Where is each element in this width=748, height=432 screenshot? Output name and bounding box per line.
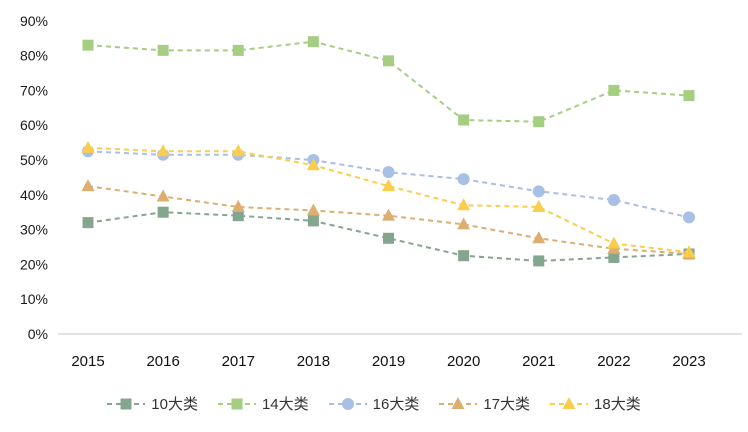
legend-item-label: 10大类: [151, 396, 198, 413]
x-axis-tick-label: 2019: [372, 353, 405, 370]
data-point-marker: [382, 208, 395, 221]
x-axis-tick-label: 2018: [297, 353, 330, 370]
x-axis-tick-label: 2016: [146, 353, 179, 370]
legend-item[interactable]: 17大类: [439, 393, 530, 414]
data-point-marker: [532, 199, 546, 212]
legend-item-label: 16大类: [372, 396, 420, 413]
series-line: [87, 40, 690, 123]
legend-item[interactable]: 18大类: [550, 393, 641, 414]
series-line: [87, 211, 690, 262]
data-point-marker: [608, 251, 620, 263]
data-point-marker: [458, 250, 470, 262]
data-point-marker: [157, 44, 169, 56]
y-axis-tick-label: 80%: [20, 48, 48, 64]
legend: 10大类 14大类 16大类 17大类 18大类: [0, 393, 748, 414]
legend-marker-shape: [231, 398, 243, 409]
data-point-marker: [232, 210, 244, 222]
data-point-marker: [156, 189, 170, 202]
x-axis-tick-label: 2017: [222, 353, 255, 370]
data-point-marker: [532, 185, 545, 198]
series-line: [87, 146, 690, 254]
legend-item[interactable]: 10大类: [107, 393, 198, 414]
y-axis-tick-label: 40%: [20, 187, 48, 203]
x-axis-tick-label: 2023: [672, 353, 705, 370]
legend-marker-icon: [439, 396, 478, 409]
data-point-marker: [157, 206, 169, 218]
data-point-marker: [607, 194, 620, 207]
data-point-marker: [683, 90, 695, 102]
x-axis-tick-label: 2015: [71, 353, 104, 370]
legend-item-label: 18大类: [594, 396, 641, 413]
data-point-marker: [533, 116, 545, 128]
data-point-marker: [608, 84, 620, 96]
data-point-marker: [533, 255, 545, 267]
y-axis-tick-label: 70%: [20, 82, 48, 98]
legend-marker-icon: [107, 398, 146, 409]
data-point-marker: [457, 198, 471, 211]
data-point-marker: [382, 179, 395, 192]
legend-marker-shape: [120, 398, 132, 409]
data-point-marker: [457, 217, 471, 230]
series-line: [87, 185, 690, 255]
series-group: [82, 36, 695, 128]
data-point-marker: [156, 144, 170, 157]
x-axis-tick-label: 2021: [522, 353, 555, 370]
x-axis-tick-label: 2020: [447, 353, 480, 370]
legend-marker-shape: [451, 396, 465, 409]
data-point-marker: [306, 158, 320, 171]
data-point-marker: [383, 232, 394, 244]
legend-marker-icon: [328, 397, 367, 410]
data-point-marker: [383, 55, 394, 67]
plot-area: 0% 10% 20% 30% 40% 50% 60% 70% 80% 90% 2015 2016 201…: [20, 13, 742, 370]
y-axis-tick-label: 50%: [20, 152, 48, 168]
data-point-marker: [457, 173, 470, 186]
y-axis-tick-label: 0%: [28, 326, 48, 342]
data-point-marker: [682, 245, 696, 258]
legend-marker-icon: [217, 398, 256, 409]
legend-item-label: 17大类: [483, 396, 531, 413]
legend-marker-shape: [562, 396, 576, 409]
legend-item[interactable]: 14大类: [217, 393, 309, 414]
legend-marker-icon: [550, 396, 589, 409]
series-group: [82, 145, 695, 224]
data-point-marker: [231, 199, 245, 212]
data-point-marker: [231, 144, 245, 157]
data-point-marker: [81, 140, 95, 153]
series-group: [81, 140, 696, 258]
series-group: [81, 179, 696, 259]
data-point-marker: [683, 211, 695, 224]
data-point-marker: [81, 179, 95, 192]
data-point-marker: [306, 203, 320, 216]
x-axis-tick-label: 2022: [597, 353, 630, 370]
y-axis-tick-label: 30%: [20, 222, 48, 238]
data-point-marker: [232, 44, 244, 56]
y-axis-tick-label: 20%: [20, 256, 48, 272]
y-axis-tick-label: 90%: [20, 13, 48, 29]
data-point-marker: [307, 215, 319, 227]
legend-marker-shape: [341, 397, 354, 410]
data-point-marker: [607, 236, 621, 249]
legend-item[interactable]: 16大类: [328, 393, 420, 414]
data-point-marker: [82, 39, 94, 51]
legend-item-label: 14大类: [261, 396, 309, 413]
data-point-marker: [82, 217, 94, 229]
data-point-marker: [307, 36, 319, 48]
data-point-marker: [382, 166, 395, 179]
y-axis-tick-label: 10%: [20, 291, 48, 307]
data-point-marker: [532, 231, 546, 244]
y-axis-tick-label: 60%: [20, 117, 48, 133]
data-point-marker: [458, 114, 470, 126]
